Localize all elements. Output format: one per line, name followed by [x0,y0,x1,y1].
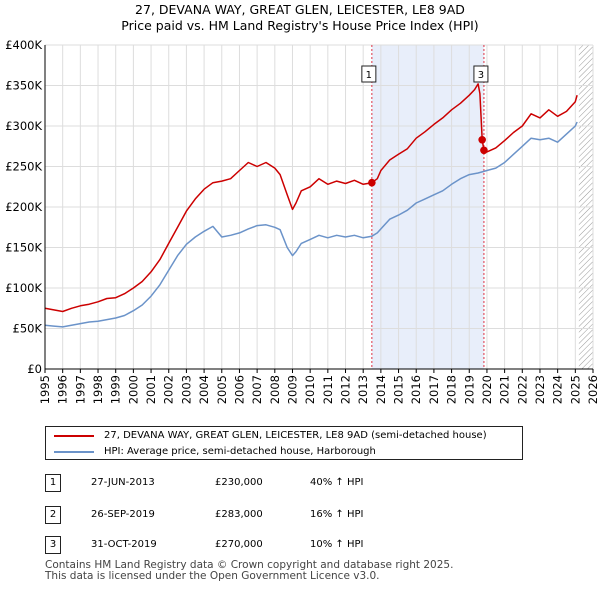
legend-hpi-label: HPI: Average price, semi-detached house,… [104,446,376,457]
x-tick-label: 2011 [321,375,335,404]
table-row: 2 26-SEP-2019 £283,000 16% ↑ HPI [45,506,525,524]
y-tick-label: £250K [5,160,42,174]
sale-date: 27-JUN-2013 [91,477,155,488]
x-tick-label: 2000 [126,375,140,404]
x-tick-label: 2009 [285,375,299,404]
y-tick-label: £300K [5,119,42,133]
sale-hpi-change: 10% ↑ HPI [310,539,364,550]
y-tick-label: £50K [13,322,43,336]
x-tick-label: 2016 [409,375,423,404]
x-tick-label: 2020 [480,375,494,404]
sale-price: £270,000 [215,539,263,550]
x-tick-label: 2007 [250,375,264,404]
x-tick-label: 2026 [586,375,600,404]
x-tick-label: 2018 [445,375,459,404]
x-tick-label: 2025 [568,375,582,404]
sale-hpi-change: 40% ↑ HPI [310,477,364,488]
x-tick-label: 2003 [179,375,193,404]
x-tick-label: 1995 [38,375,52,404]
legend-price-label: 27, DEVANA WAY, GREAT GLEN, LEICESTER, L… [104,430,487,441]
sale-3-marker [480,146,488,155]
sale-1-marker [368,178,376,187]
footer-attribution: Contains HM Land Registry data © Crown c… [45,560,453,582]
x-tick-label: 1997 [73,375,87,404]
x-tick-label: 2006 [232,375,246,404]
sale-2-marker [478,135,486,144]
legend-price-swatch [54,435,94,437]
x-tick-label: 2004 [197,375,211,404]
sale-price: £283,000 [215,509,263,520]
x-tick-label: 2014 [374,375,388,404]
y-tick-label: £350K [5,79,42,93]
table-row: 1 27-JUN-2013 £230,000 40% ↑ HPI [45,474,525,492]
sale-date: 26-SEP-2019 [91,509,155,520]
x-tick-label: 1999 [109,375,123,404]
y-tick-label: £100K [5,281,42,295]
x-tick-label: 2017 [427,375,441,404]
sale-1-label: 1 [366,70,372,81]
x-tick-label: 2023 [533,375,547,404]
y-tick-label: £0 [27,362,42,376]
sale-hpi-change: 16% ↑ HPI [310,509,364,520]
sale-date: 31-OCT-2019 [91,539,157,550]
x-tick-label: 1998 [91,375,105,404]
x-tick-label: 2008 [268,375,282,404]
hpi-line [44,121,578,328]
x-tick-label: 2010 [303,375,317,404]
sale-number-badge: 1 [45,474,61,492]
x-tick-label: 2019 [462,375,476,404]
x-tick-label: 2015 [392,375,406,404]
table-row: 3 31-OCT-2019 £270,000 10% ↑ HPI [45,536,525,554]
sale-1-label-box [361,65,377,83]
chart-title-line2: Price paid vs. HM Land Registry's House … [121,18,479,33]
y-tick-label: £200K [5,200,42,214]
sale-3-label-box [473,65,489,83]
chart-title: 27, DEVANA WAY, GREAT GLEN, LEICESTER, L… [0,2,600,34]
x-tick-label: 2013 [356,375,370,404]
footer-line1: Contains HM Land Registry data © Crown c… [45,559,454,571]
chart-title-line1: 27, DEVANA WAY, GREAT GLEN, LEICESTER, L… [135,2,465,17]
sale-3-label: 3 [478,70,484,81]
sale-number-badge: 3 [45,536,61,554]
x-tick-label: 2001 [144,375,158,404]
x-tick-label: 2022 [515,375,529,404]
footer-line2: This data is licensed under the Open Gov… [45,570,380,582]
y-tick-label: £150K [5,241,42,255]
sale-price: £230,000 [215,477,263,488]
x-tick-label: 2002 [162,375,176,404]
y-tick-label: £400K [5,38,42,52]
sale-number-badge: 2 [45,506,61,524]
x-tick-label: 2021 [498,375,512,404]
legend-hpi-swatch [54,451,94,453]
x-tick-label: 2024 [551,375,565,404]
x-tick-label: 2012 [339,375,353,404]
chart-legend: 27, DEVANA WAY, GREAT GLEN, LEICESTER, L… [45,426,523,460]
x-tick-label: 2005 [215,375,229,404]
x-tick-label: 1996 [56,375,70,404]
price-chart: 1 3 £0 £50K £100K £150K £200K £250K £300K £350K £… [5,38,600,404]
